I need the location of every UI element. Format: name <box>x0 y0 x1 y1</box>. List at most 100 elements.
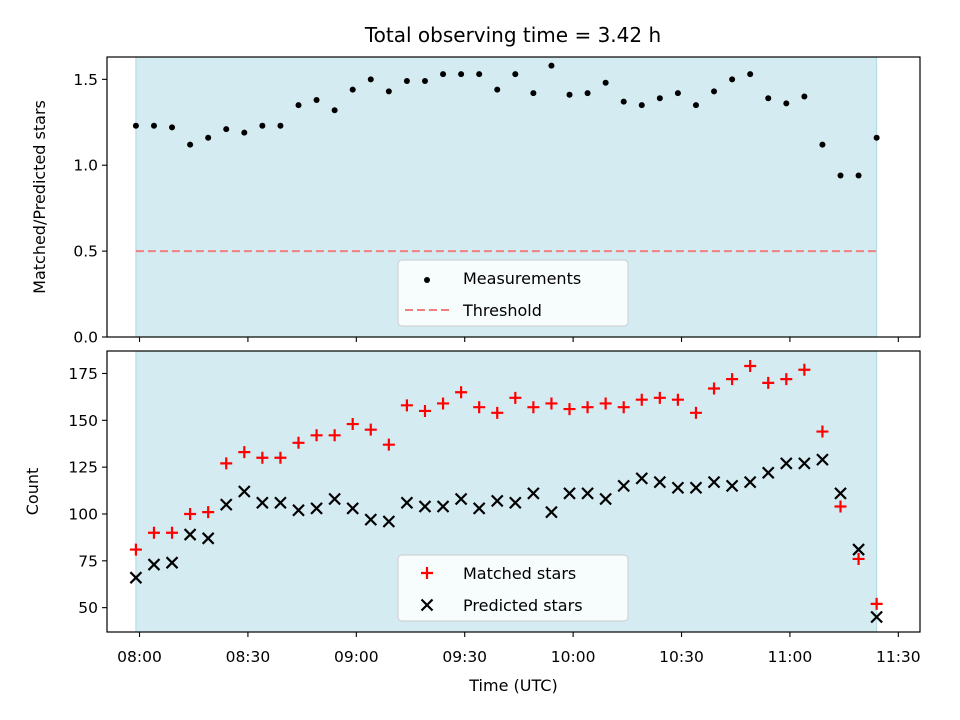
measurement-point <box>620 98 627 105</box>
measurement-point <box>205 134 212 141</box>
legend-label: Threshold <box>462 301 542 320</box>
predicted-star-marker <box>870 610 883 624</box>
measurement-point <box>548 62 555 69</box>
predicted-star-marker <box>472 502 486 515</box>
matched-star-marker <box>129 543 142 556</box>
measurement-point <box>187 141 194 148</box>
predicted-star-marker <box>490 494 504 508</box>
legend-box <box>397 259 629 327</box>
top-legend: Measurements Threshold <box>397 259 629 327</box>
matched-star-marker <box>274 451 287 464</box>
measurement-point <box>169 124 176 131</box>
matched-star-marker <box>870 597 883 610</box>
chart-title: Total observing time = 3.42 h <box>364 23 661 47</box>
matched-star-marker <box>418 404 431 417</box>
legend-swatch-x <box>420 598 434 612</box>
predicted-star-marker <box>310 502 323 515</box>
measurement-point <box>855 172 862 179</box>
measurement-point <box>566 91 573 98</box>
y-tick-label: 175 <box>68 365 98 383</box>
bottom-panel: 50 75 100 125 150 175 08:00 08:30 09:00 09:30 10:… <box>23 350 921 695</box>
top-axes-frame <box>106 56 921 338</box>
x-axis-label: Time (UTC) <box>468 676 557 695</box>
predicted-star-marker <box>165 556 179 569</box>
y-tick-label: 75 <box>78 552 98 570</box>
measurement-point <box>819 141 826 148</box>
measurement-point <box>132 122 139 129</box>
matched-star-marker <box>328 429 341 442</box>
measurement-point <box>295 102 302 109</box>
predicted-star-marker <box>761 466 775 480</box>
predicted-star-marker <box>852 543 865 556</box>
top-x-ticks <box>138 337 899 342</box>
matched-star-marker <box>708 382 721 395</box>
predicted-star-marker <box>707 475 721 489</box>
predicted-star-marker <box>183 528 197 541</box>
predicted-star-marker <box>653 475 667 489</box>
predicted-star-marker <box>563 487 576 500</box>
predicted-star-marker <box>671 481 685 495</box>
measurement-point <box>783 100 790 107</box>
measurement-point <box>711 88 718 95</box>
bottom-y-ticks: 50 75 100 125 150 175 <box>68 365 107 617</box>
predicted-star-marker <box>364 513 378 526</box>
matched-star-marker <box>202 506 215 519</box>
predicted-star-marker <box>256 496 269 510</box>
measurement-point <box>223 126 230 133</box>
matched-star-marker <box>220 457 233 470</box>
legend-label: Predicted stars <box>463 596 583 615</box>
count-points <box>129 359 883 624</box>
matched-star-marker <box>382 438 395 451</box>
measurement-point <box>602 79 609 86</box>
measurement-point <box>638 102 645 109</box>
measurement-point <box>313 96 320 103</box>
predicted-star-marker <box>328 492 341 506</box>
matched-star-marker <box>563 403 576 416</box>
matched-star-marker <box>346 418 359 431</box>
measurement-point <box>277 122 284 129</box>
matched-star-marker <box>671 393 684 406</box>
measurement-point <box>530 90 537 97</box>
matched-star-marker <box>147 526 160 539</box>
x-tick-label: 10:00 <box>551 648 596 666</box>
measurement-point <box>873 134 880 141</box>
matched-star-marker <box>599 397 612 410</box>
y-tick-label: 1.0 <box>73 157 98 175</box>
y-tick-label: 0.5 <box>73 243 98 261</box>
predicted-star-marker <box>725 479 739 493</box>
measurement-point <box>241 129 248 136</box>
predicted-star-marker <box>292 503 305 517</box>
measurement-point <box>421 78 428 85</box>
legend-label: Matched stars <box>463 564 576 583</box>
measurement-point <box>259 122 266 129</box>
predicted-star-marker <box>635 472 649 485</box>
matched-star-marker <box>310 429 323 442</box>
x-tick-label: 09:00 <box>334 648 379 666</box>
measurement-point <box>656 95 663 102</box>
measurement-point <box>494 86 501 93</box>
measurement-point <box>747 71 754 78</box>
matched-star-marker <box>816 425 829 438</box>
legend-swatch-dot <box>424 277 430 283</box>
measurement-point <box>440 71 447 78</box>
bottom-legend: Matched stars Predicted stars <box>397 554 629 622</box>
matched-star-marker <box>780 373 793 386</box>
predicted-star-marker <box>382 515 396 528</box>
matched-star-marker <box>852 552 865 565</box>
y-tick-label: 125 <box>68 459 98 477</box>
predicted-star-marker <box>617 479 630 493</box>
y-tick-label: 100 <box>68 505 98 523</box>
measurement-point <box>349 86 356 93</box>
matched-star-marker <box>726 373 739 386</box>
matched-star-marker <box>238 446 251 459</box>
bottom-x-ticks: 08:00 08:30 09:00 09:30 10:00 10:30 11:00 11:30 <box>117 632 921 666</box>
measurement-point <box>765 95 772 102</box>
matched-star-marker <box>491 406 504 419</box>
matched-star-marker <box>473 401 486 414</box>
x-tick-label: 09:30 <box>442 648 487 666</box>
matched-star-marker <box>798 363 811 376</box>
predicted-star-marker <box>436 500 450 513</box>
y-tick-label: 1.5 <box>73 71 98 89</box>
top-y-axis-label: Matched/Predicted stars <box>30 100 49 294</box>
